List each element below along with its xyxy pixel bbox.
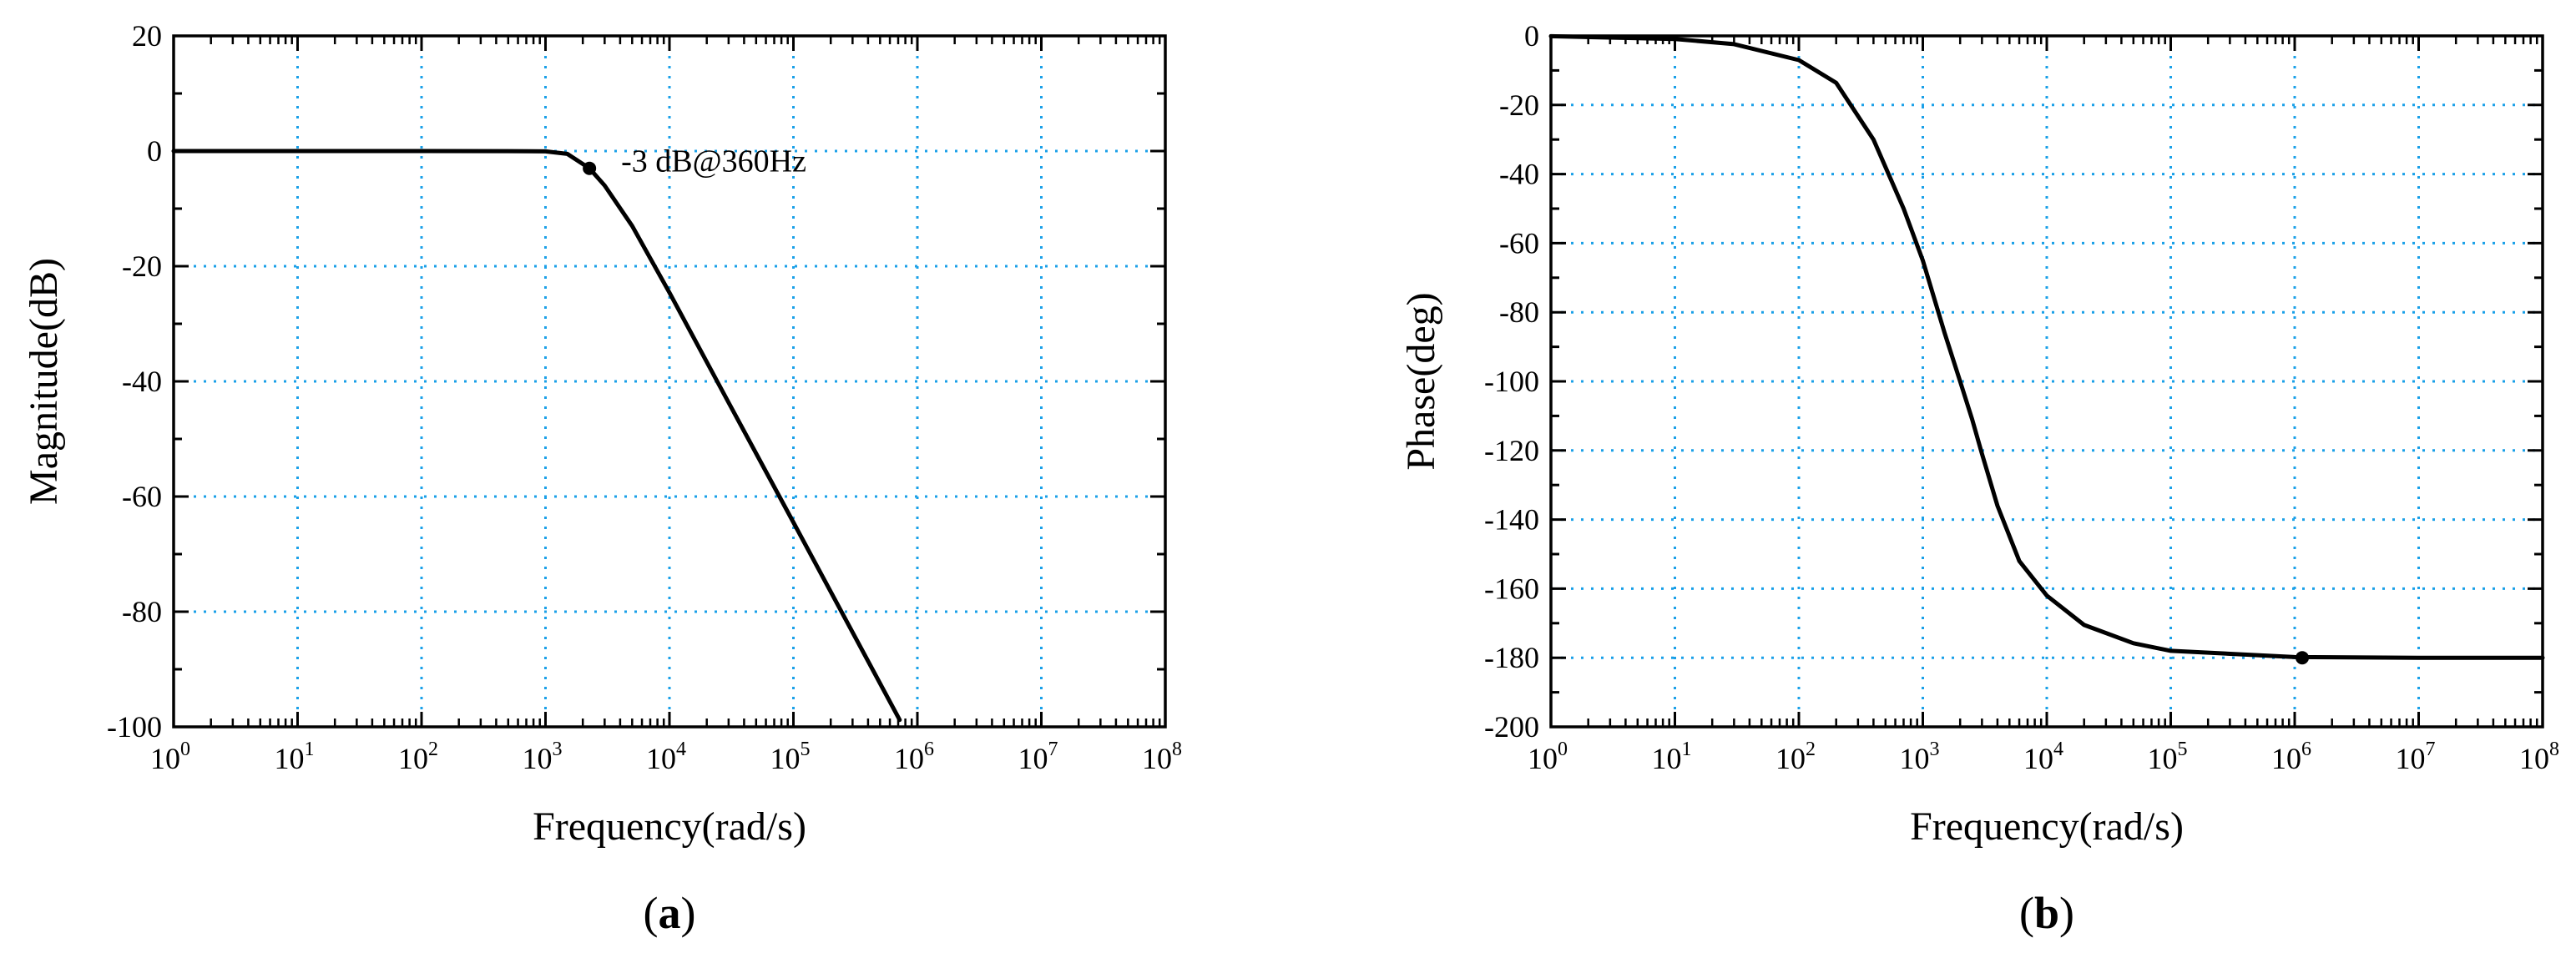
x-tick-label-exponent: 7 (1048, 739, 1058, 760)
x-tick-label-exponent: 3 (1930, 739, 1940, 760)
x-tick-label-base: 10 (523, 742, 553, 775)
x-tick-label-exponent: 5 (2178, 739, 2188, 760)
y-tick-label: -80 (122, 595, 162, 628)
panel-label-letter: b (2034, 888, 2059, 938)
x-tick-label-exponent: 0 (1558, 739, 1568, 760)
y-tick-label: -100 (107, 710, 162, 744)
x-tick-label-base: 10 (894, 742, 924, 775)
x-tick-label: 104 (646, 739, 686, 775)
x-tick-label-exponent: 6 (2301, 739, 2311, 760)
x-tick-label: 106 (2271, 739, 2311, 775)
y-tick-label: -160 (1484, 572, 1539, 605)
x-axis-label: Frequency(rad/s) (1910, 804, 2184, 849)
y-tick-label: -20 (122, 250, 162, 283)
y-tick-label: -40 (1499, 158, 1539, 191)
y-tick-label: -120 (1484, 434, 1539, 467)
data-point-marker (583, 161, 597, 175)
series-line (171, 149, 902, 723)
y-tick-label: 0 (1524, 19, 1539, 53)
x-tick-label: 100 (150, 739, 190, 775)
x-tick-label-base: 10 (275, 742, 305, 775)
x-tick-label-base: 10 (150, 742, 180, 775)
x-tick-label-base: 10 (1018, 742, 1048, 775)
x-tick-label-exponent: 0 (180, 739, 190, 760)
y-tick-label: 0 (147, 134, 162, 168)
data-point-marker (2296, 651, 2310, 665)
x-tick-label-exponent: 8 (1172, 739, 1182, 760)
x-tick-label-exponent: 8 (2549, 739, 2559, 760)
y-tick-label: -80 (1499, 295, 1539, 329)
annotation-label: -3 dB@360Hz (621, 144, 806, 179)
x-tick-label: 106 (894, 739, 934, 775)
x-tick-label-exponent: 5 (801, 739, 811, 760)
x-tick-label: 105 (2148, 739, 2188, 775)
panel-label-letter: a (659, 888, 681, 938)
x-tick-label: 108 (1142, 739, 1182, 775)
y-tick-label: -200 (1484, 710, 1539, 744)
chart-panel-b: 100 101 102 103 104 105 106 107 108-200-180-160-… (1399, 19, 2559, 938)
panel-label: (b) (2019, 888, 2074, 938)
y-tick-label: -140 (1484, 503, 1539, 537)
y-tick-label: -180 (1484, 641, 1539, 674)
chart-panel-a: 100 101 102 103 104 105 106 107 108-100-80-60-40… (22, 19, 1182, 938)
y-tick-label: -100 (1484, 365, 1539, 398)
x-tick-label-exponent: 7 (2426, 739, 2436, 760)
x-tick-label-base: 10 (646, 742, 676, 775)
x-tick-label-base: 10 (2519, 742, 2549, 775)
x-tick-label: 103 (1900, 739, 1940, 775)
y-axis-label: Magnitude(dB) (22, 258, 66, 505)
x-tick-label: 105 (770, 739, 811, 775)
x-tick-label: 107 (1018, 739, 1058, 775)
x-tick-label-base: 10 (2271, 742, 2301, 775)
x-tick-label: 102 (1775, 739, 1816, 775)
plot-frame (1549, 34, 2544, 729)
x-tick-label-base: 10 (2148, 742, 2178, 775)
x-tick-label-base: 10 (2396, 742, 2426, 775)
panel-label-open: ( (2019, 888, 2034, 938)
series-line (1548, 33, 2545, 660)
y-axis-label: Phase(deg) (1399, 292, 1443, 470)
x-tick-label: 102 (398, 739, 438, 775)
x-tick-label-exponent: 4 (676, 739, 686, 760)
y-tick-label: -60 (1499, 226, 1539, 260)
x-tick-label-exponent: 1 (305, 739, 315, 760)
x-tick-label: 103 (523, 739, 563, 775)
x-tick-label-exponent: 6 (924, 739, 934, 760)
x-tick-label: 101 (1652, 739, 1692, 775)
panel-label: (a) (644, 888, 696, 938)
x-axis-label: Frequency(rad/s) (533, 804, 806, 849)
x-tick-label: 107 (2396, 739, 2436, 775)
x-tick-label-exponent: 2 (1806, 739, 1816, 760)
panel-label-close: ) (681, 888, 696, 938)
x-tick-label-exponent: 3 (553, 739, 563, 760)
plot-frame (172, 34, 1167, 729)
x-tick-label-base: 10 (398, 742, 428, 775)
y-tick-label: -60 (122, 480, 162, 513)
x-tick-label-exponent: 2 (428, 739, 438, 760)
x-tick-label-base: 10 (1142, 742, 1172, 775)
x-tick-label-base: 10 (1900, 742, 1930, 775)
panel-label-close: ) (2059, 888, 2074, 938)
panel-label-open: ( (644, 888, 659, 938)
x-tick-label-base: 10 (2023, 742, 2053, 775)
x-tick-label-exponent: 4 (2053, 739, 2063, 760)
x-tick-label-exponent: 1 (1682, 739, 1692, 760)
y-tick-label: -40 (122, 365, 162, 398)
y-tick-label: -20 (1499, 88, 1539, 122)
x-tick-label-base: 10 (1528, 742, 1558, 775)
x-tick-label: 108 (2519, 739, 2559, 775)
x-tick-label-base: 10 (1652, 742, 1682, 775)
x-tick-label-base: 10 (1775, 742, 1806, 775)
y-tick-label: 20 (132, 19, 162, 53)
x-tick-label: 104 (2023, 739, 2063, 775)
x-tick-label-base: 10 (770, 742, 801, 775)
x-tick-label: 101 (275, 739, 315, 775)
x-tick-label: 100 (1528, 739, 1568, 775)
